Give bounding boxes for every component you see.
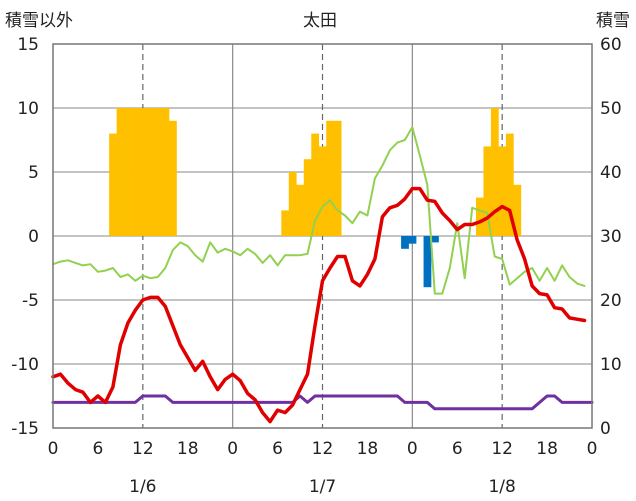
snow-bar (318, 146, 327, 236)
snow-bar (483, 146, 492, 236)
snow-bar (169, 120, 177, 236)
negative-bar (431, 236, 439, 243)
day-label: 1/8 (488, 477, 515, 497)
snow-bar (281, 210, 290, 236)
right-tick-label: 10 (600, 355, 622, 375)
snow-bar (333, 120, 342, 236)
x-tick-label: 6 (272, 439, 283, 459)
lines-layer (51, 126, 594, 424)
x-tick-label: 18 (357, 439, 379, 459)
right-tick-label: 50 (600, 99, 622, 119)
left-tick-label: -15 (11, 419, 39, 439)
snow-bar (124, 108, 132, 236)
snow-bar (326, 120, 335, 236)
green-series-line (52, 126, 586, 295)
x-tick-label: 0 (48, 439, 59, 459)
negative-bar (401, 236, 409, 249)
x-tick-label: 0 (587, 439, 598, 459)
purple-series-line (51, 394, 594, 411)
right-tick-label: 60 (600, 35, 622, 55)
day-label: 1/6 (129, 477, 156, 497)
left-tick-label: -10 (11, 355, 39, 375)
left-tick-label: 10 (17, 99, 39, 119)
right-tick-label: 20 (600, 291, 622, 311)
snow-bar (139, 108, 147, 236)
left-tick-label: 0 (28, 227, 39, 247)
day-label: 1/7 (309, 477, 336, 497)
right-tick-label: 40 (600, 163, 622, 183)
left-axis-title: 積雪以外 (5, 11, 73, 31)
plot-frame (52, 43, 593, 429)
snow-bar (490, 108, 499, 236)
x-tick-label: 18 (177, 439, 199, 459)
x-tick-label: 18 (536, 439, 558, 459)
red-series-line (51, 186, 587, 424)
x-tick-label: 0 (227, 439, 238, 459)
snow-bar (513, 184, 522, 236)
negative-bar (423, 236, 432, 288)
snow-bar (498, 146, 507, 236)
right-tick-label: 30 (600, 227, 622, 247)
x-tick-label: 6 (93, 439, 104, 459)
snow-bar (146, 108, 155, 236)
snow-bar (505, 133, 514, 236)
snow-bar (154, 108, 162, 236)
snow-bar (131, 108, 140, 236)
right-tick-label: 0 (600, 419, 611, 439)
snow-bar (475, 197, 484, 236)
x-tick-label: 12 (132, 439, 154, 459)
snow-bar (109, 133, 117, 236)
negative-bar (408, 236, 417, 244)
snow-bar (161, 108, 170, 236)
snow-bar (288, 172, 297, 236)
snow-bar (296, 184, 305, 236)
left-tick-label: -5 (22, 291, 39, 311)
snow-bar (116, 108, 125, 236)
right-axis-title: 積雪 (596, 11, 630, 31)
x-tick-label: 12 (491, 439, 513, 459)
x-tick-label: 6 (452, 439, 463, 459)
left-tick-label: 5 (28, 163, 39, 183)
snow-bar (311, 133, 320, 236)
x-tick-label: 12 (312, 439, 334, 459)
left-tick-label: 15 (17, 35, 39, 55)
snow-bar (303, 159, 312, 236)
bars-layer (109, 108, 522, 288)
chart-title: 太田 (303, 11, 337, 31)
x-tick-label: 0 (407, 439, 418, 459)
